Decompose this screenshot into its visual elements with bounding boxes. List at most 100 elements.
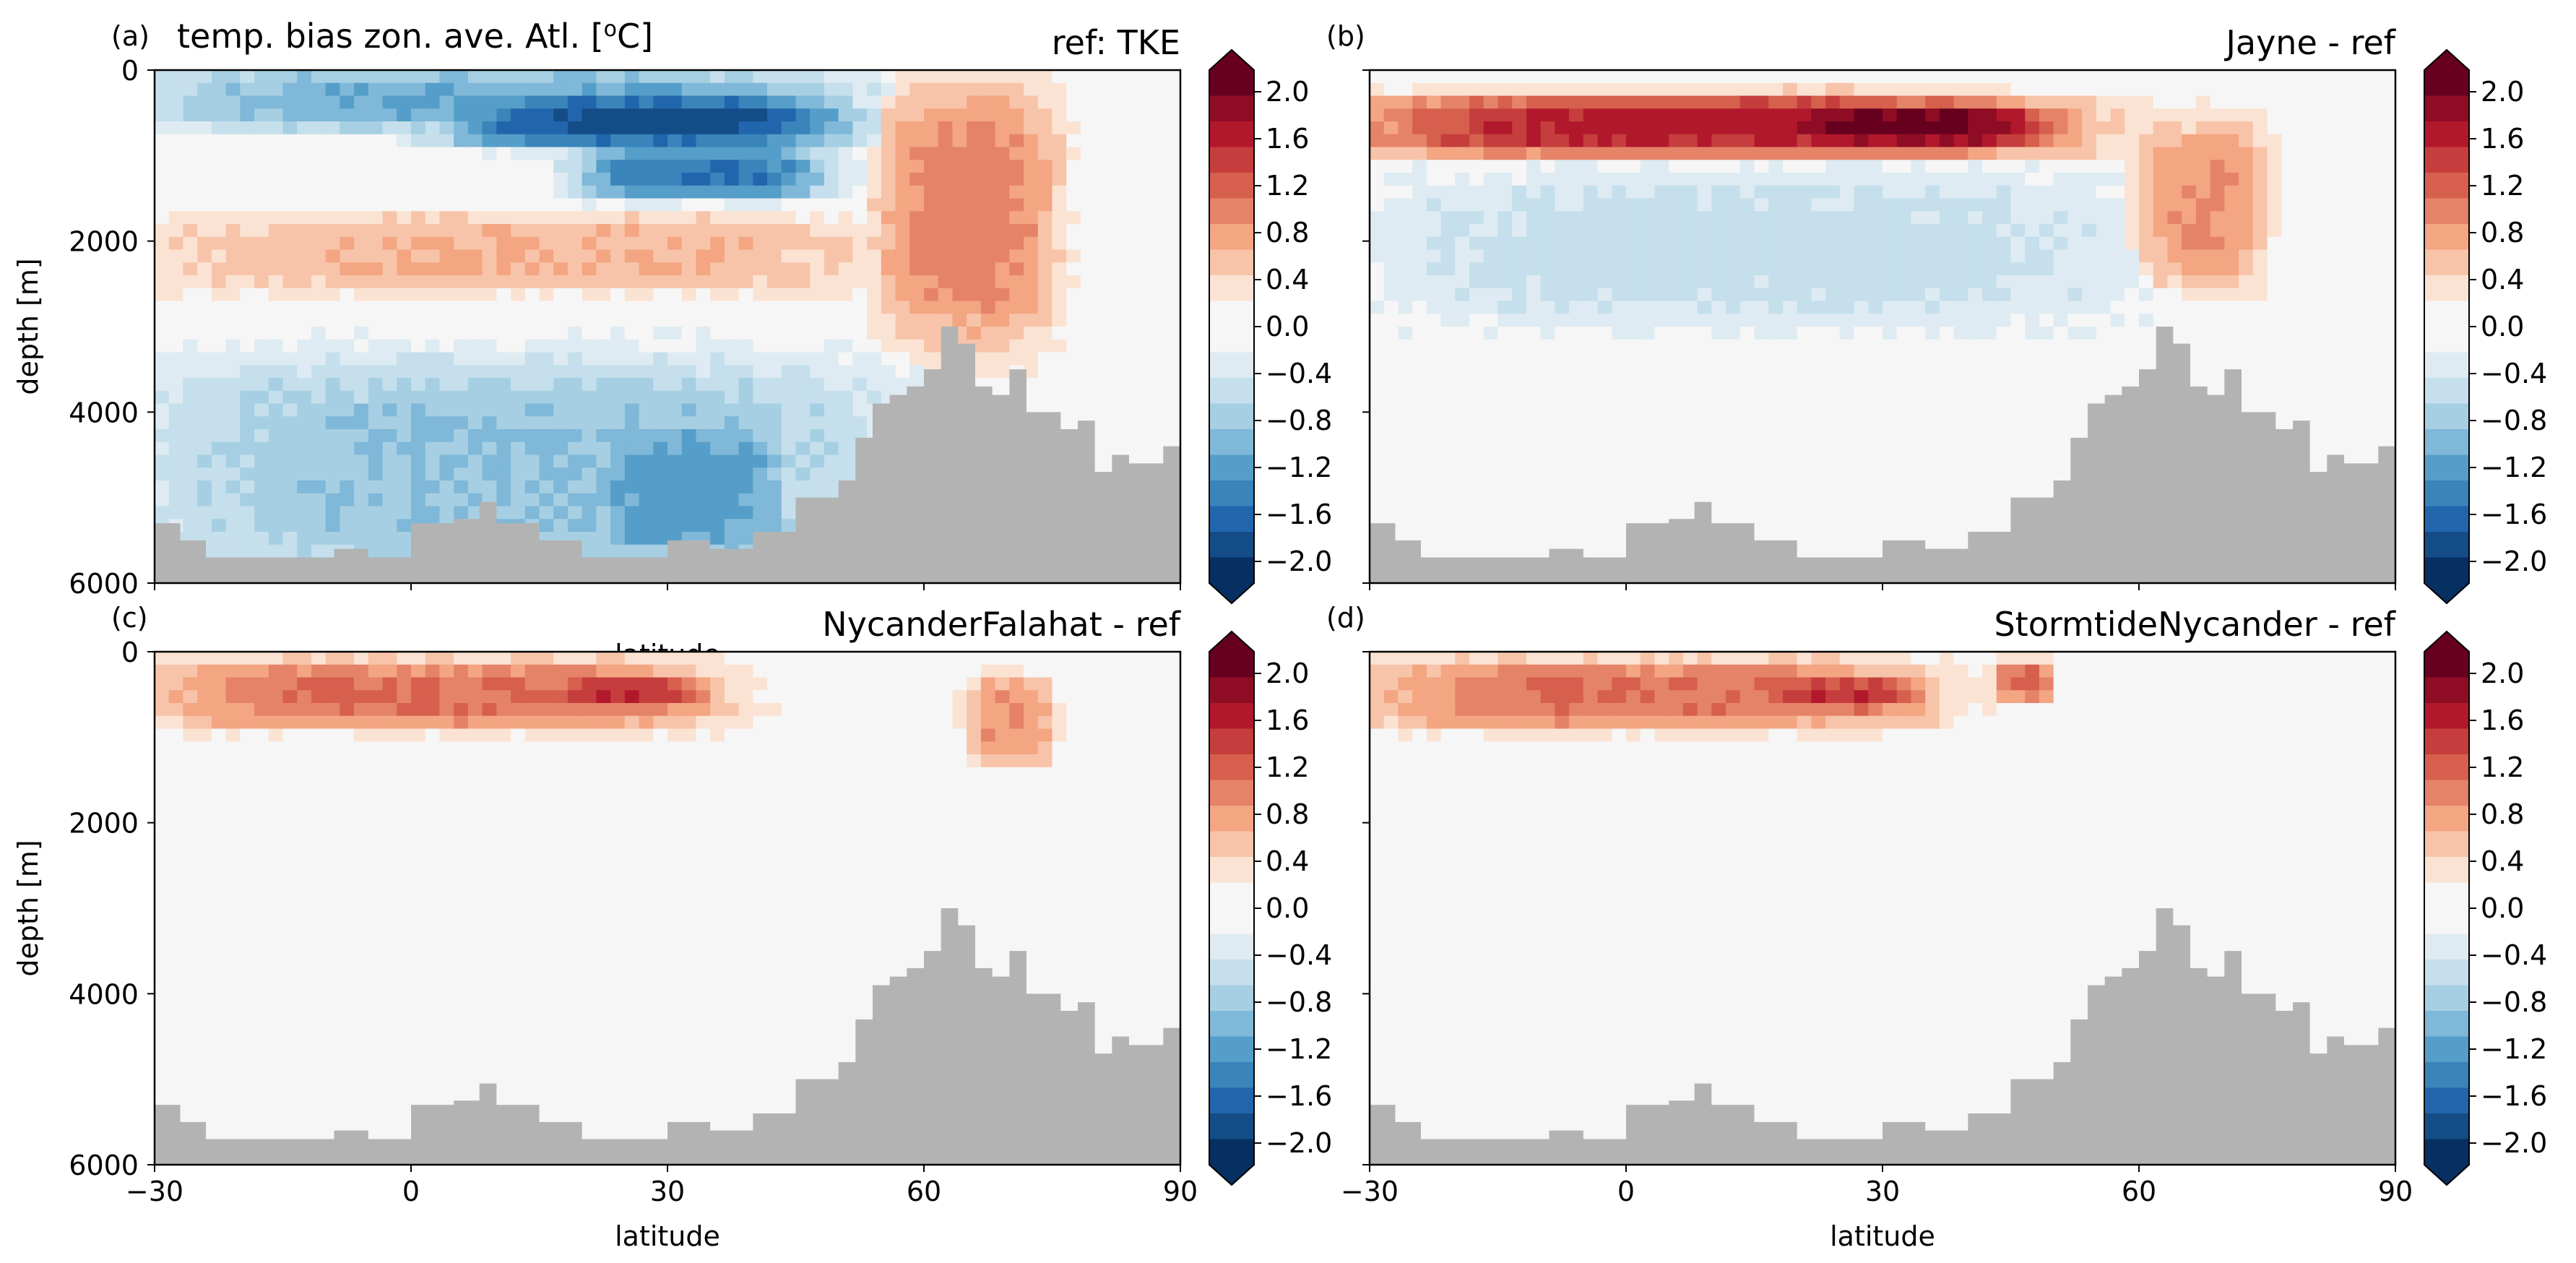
heatmap-cell — [1711, 173, 1726, 186]
heatmap-cell — [1512, 429, 1527, 443]
heatmap-cell — [1383, 416, 1399, 430]
heatmap-cell — [1540, 198, 1556, 212]
heatmap-cell — [1024, 173, 1039, 186]
heatmap-cell — [582, 236, 597, 251]
heatmap-cell — [496, 121, 511, 135]
heatmap-cell — [1883, 480, 1898, 494]
colorbar-tick-label: 0.4 — [1266, 264, 1309, 296]
heatmap-cell — [325, 378, 341, 392]
heatmap-cell — [1512, 82, 1527, 97]
heatmap-cell — [1640, 95, 1656, 110]
heatmap-cell — [924, 70, 939, 84]
heatmap-cell — [810, 185, 825, 199]
heatmap-cell — [1939, 365, 1955, 379]
heatmap-cell — [1825, 262, 1841, 276]
heatmap-cell — [411, 262, 426, 276]
heatmap-cell — [225, 480, 241, 494]
heatmap-cell — [168, 441, 184, 456]
heatmap-cell — [967, 95, 982, 110]
heatmap-cell — [1370, 185, 1385, 199]
heatmap-cell — [1597, 544, 1613, 559]
heatmap-cell — [311, 441, 327, 456]
heatmap-cell — [681, 519, 697, 533]
heatmap-cell — [1569, 82, 1584, 97]
heatmap-cell — [867, 275, 882, 289]
heatmap-cell — [824, 185, 839, 199]
heatmap-cell — [1626, 454, 1641, 469]
heatmap-cell — [1080, 327, 1096, 340]
heatmap-cell — [2025, 403, 2040, 418]
heatmap-cell — [539, 301, 555, 315]
heatmap-cell — [467, 224, 483, 238]
heatmap-cell — [496, 198, 511, 212]
heatmap-cell — [967, 147, 982, 161]
heatmap-cell — [1398, 454, 1413, 469]
heatmap-cell — [1768, 147, 1784, 161]
heatmap-cell — [1151, 108, 1167, 122]
heatmap-cell — [567, 108, 583, 122]
heatmap-cell — [924, 95, 939, 110]
heatmap-cell — [653, 134, 668, 148]
heatmap-cell — [710, 532, 725, 546]
heatmap-cell — [852, 224, 868, 238]
heatmap-cell — [1612, 121, 1627, 135]
heatmap-cell — [225, 82, 241, 97]
heatmap-cell — [2053, 134, 2069, 148]
heatmap-cell — [1123, 224, 1138, 238]
heatmap-cell — [1612, 532, 1627, 546]
heatmap-cell — [653, 519, 668, 533]
heatmap-cell — [1469, 390, 1484, 405]
heatmap-cell — [1911, 454, 1926, 469]
heatmap-cell — [1768, 211, 1784, 225]
heatmap-cell — [1968, 403, 1983, 418]
heatmap-cell — [411, 480, 426, 494]
heatmap-cell — [1739, 211, 1755, 225]
heatmap-cell — [1583, 480, 1599, 494]
heatmap-cell — [1612, 147, 1627, 161]
heatmap-cell — [1883, 378, 1898, 392]
heatmap-cell — [311, 108, 327, 122]
heatmap-cell — [1711, 390, 1726, 405]
heatmap-cell — [1440, 121, 1456, 135]
heatmap-cell — [382, 493, 398, 507]
heatmap-cell — [1370, 211, 1385, 225]
heatmap-cell — [467, 467, 483, 481]
heatmap-cell — [168, 390, 184, 405]
heatmap-cell — [1066, 352, 1081, 366]
heatmap-cell — [710, 288, 725, 302]
heatmap-cell — [1896, 236, 1912, 251]
heatmap-cell — [1868, 224, 1883, 238]
heatmap-cell — [2025, 82, 2040, 97]
heatmap-cell — [924, 236, 939, 251]
heatmap-cell — [1370, 480, 1385, 494]
heatmap-cell — [311, 454, 327, 469]
heatmap-cell — [639, 314, 654, 327]
heatmap-cell — [1925, 506, 1940, 520]
heatmap-cell — [681, 134, 697, 148]
heatmap-cell — [411, 236, 426, 251]
heatmap-cell — [454, 301, 469, 315]
heatmap-cell — [268, 198, 284, 212]
heatmap-cell — [1797, 134, 1812, 148]
heatmap-cell — [482, 327, 498, 340]
heatmap-cell — [1669, 224, 1684, 238]
heatmap-cell — [539, 224, 555, 238]
heatmap-cell — [1094, 121, 1110, 135]
heatmap-cell — [824, 390, 839, 405]
heatmap-cell — [1968, 70, 1983, 84]
heatmap-cell — [1697, 160, 1713, 173]
heatmap-cell — [1797, 480, 1812, 494]
heatmap-cell — [1768, 467, 1784, 481]
heatmap-cell — [567, 95, 583, 110]
heatmap-cell — [667, 467, 683, 481]
heatmap-cell — [268, 173, 284, 186]
heatmap-cell — [1455, 390, 1470, 405]
heatmap-cell — [1854, 416, 1870, 430]
heatmap-cell — [1968, 314, 1983, 327]
heatmap-cell — [467, 147, 483, 161]
heatmap-cell — [1883, 352, 1898, 366]
heatmap-cell — [952, 147, 967, 161]
heatmap-cell — [482, 121, 498, 135]
colorbar-tick-label: −0.8 — [1266, 405, 1332, 436]
heatmap-cell — [482, 198, 498, 212]
